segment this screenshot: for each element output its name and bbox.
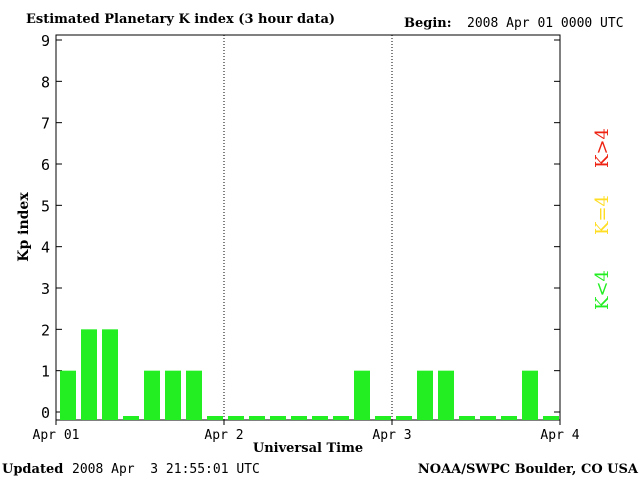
y-tick-label: 0 [41,404,50,422]
y-tick-label: 2 [41,321,50,339]
kp-bar [81,329,97,420]
kp-bar [207,416,223,420]
kp-bar [186,370,202,420]
kp-bar [480,416,496,420]
y-tick-label: 6 [41,156,50,174]
legend-item: K>4 [592,128,613,168]
kp-bar [312,416,328,420]
kp-bar [459,416,475,420]
source-label: NOAA/SWPC Boulder, CO USA [418,462,639,477]
x-axis-label: Universal Time [253,441,363,456]
kp-bar [249,416,265,420]
kp-bar [102,329,118,420]
y-tick-label: 8 [41,73,50,91]
kp-bar [417,370,433,420]
kp-bar [333,416,349,420]
chart-title: Estimated Planetary K index (3 hour data… [26,12,335,27]
y-tick-label: 1 [41,363,50,381]
bars [60,329,559,420]
x-tick-label: Apr 3 [372,428,411,443]
kp-bar [270,416,286,420]
x-axis: Apr 01 Apr 2 Apr 3 Apr 4 [33,420,580,443]
legend: K<4 K=4 K>4 [592,128,613,310]
plot-frame [55,34,561,421]
y-axis-label: Kp index [16,192,32,262]
begin-label: Begin: [404,16,452,31]
x-tick-label: Apr 01 [33,428,80,443]
updated-label: Updated [2,462,63,477]
legend-item: K<4 [592,270,613,310]
kp-bar [375,416,391,420]
y-tick-label: 3 [41,280,50,298]
y-tick-label: 9 [41,32,50,50]
y-tick-label: 5 [41,197,50,215]
x-tick-label: Apr 4 [540,428,579,443]
y-tick-label: 4 [41,239,50,257]
kp-bar [228,416,244,420]
kp-bar [60,370,76,420]
kp-bar [123,416,139,420]
updated-value: 2008 Apr 3 21:55:01 UTC [72,462,260,477]
kp-bar [522,370,538,420]
legend-item: K=4 [592,195,613,235]
kp-bar [438,370,454,420]
y-axis: 0 1 2 3 4 5 6 7 8 9 [41,32,560,422]
y-tick-label: 7 [41,115,50,133]
kp-bar [396,416,412,420]
begin-value: 2008 Apr 01 0000 UTC [467,16,624,31]
kp-bar [354,370,370,420]
kp-bar [291,416,307,420]
x-tick-label: Apr 2 [204,428,243,443]
kp-bar [543,416,559,420]
kp-bar [501,416,517,420]
kp-bar [144,370,160,420]
day-dividers [223,35,393,420]
kp-bar [165,370,181,420]
